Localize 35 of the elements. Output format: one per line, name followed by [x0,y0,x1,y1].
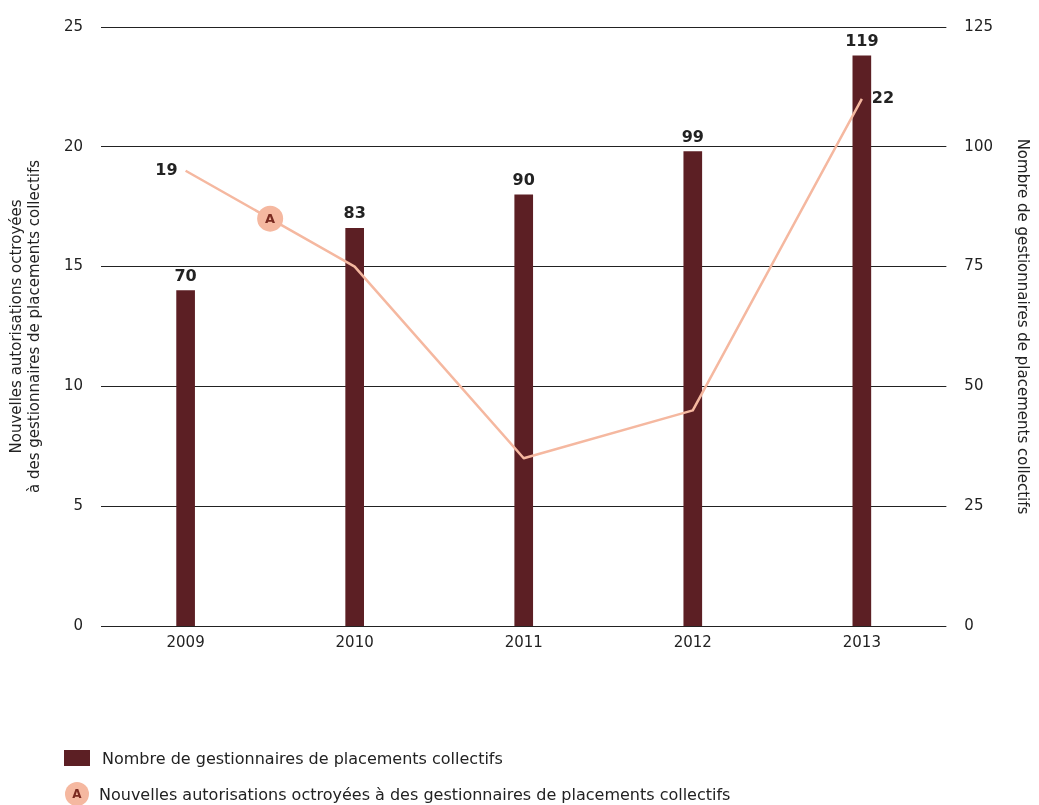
data-label: 99 [681,126,704,146]
bar [683,151,703,626]
x-tick-label: 2013 [842,632,881,651]
data-label: 119 [845,30,879,50]
y-tick-label: 15 [63,256,84,275]
y-axis-title: Nouvelles autorisations octroyées à des gestionnaires de placements collectifs [6,159,43,494]
y2-tick-label: 75 [964,256,984,275]
x-tick-label: 2012 [673,632,712,651]
data-label: 83 [343,203,366,223]
y-tick-label: 10 [63,376,84,395]
bar [514,194,534,626]
x-tick-label: 2009 [166,632,205,651]
y-tick-label: 25 [63,16,84,35]
x-tick-label: 2011 [504,632,543,651]
data-label: 70 [174,265,197,285]
x-tick-label: 2010 [335,632,374,651]
y2-tick-label: 50 [964,376,984,395]
bar [852,55,872,626]
y2-tick-label: 100 [964,136,994,155]
bar [176,290,195,626]
bar [345,227,364,626]
data-label: 90 [512,169,535,189]
legend-label: Nombre de gestionnaires de placements collectifs [102,748,503,768]
text: A [72,787,82,801]
annotation: A [265,211,276,227]
data-label: 22 [871,88,895,108]
y2-tick-label: 125 [964,16,994,35]
y2-tick-label: 0 [964,615,974,634]
y-tick-label: 20 [63,136,84,155]
y2-axis-title: Nombre de gestionnaires de placements collectifs [1014,138,1033,515]
data-label: 19 [155,159,178,179]
y2-tick-label: 25 [964,496,984,515]
y-tick-label: 5 [73,496,84,515]
legend-label: Nouvelles autorisations octroyées à des gestionnaires de placements collectifs [99,784,731,804]
y-tick-label: 0 [73,615,84,634]
